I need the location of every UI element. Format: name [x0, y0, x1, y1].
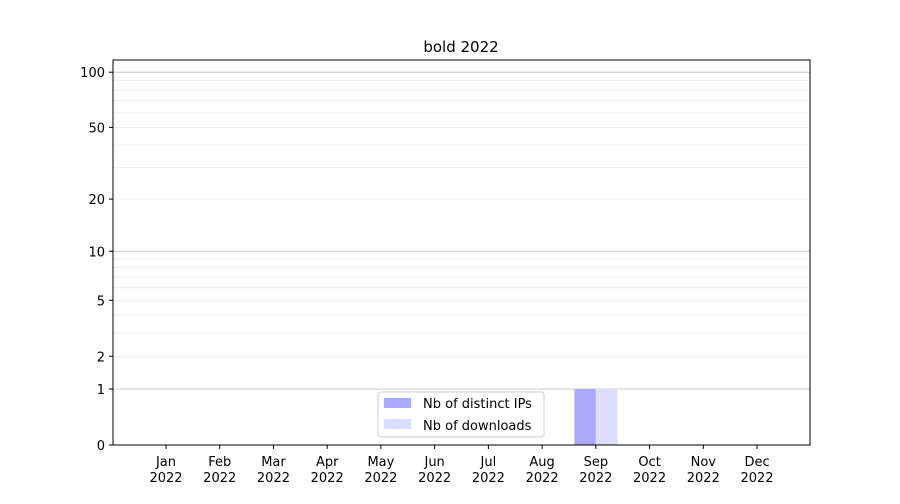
x-axis: Jan2022Feb2022Mar2022Apr2022May2022Jun20… — [149, 445, 774, 486]
y-tick-label: 0 — [97, 439, 105, 454]
grid — [113, 71, 810, 390]
legend-label-downloads: Nb of downloads — [423, 419, 532, 434]
x-tick-label: Apr — [316, 455, 339, 470]
x-tick-label: Sep — [584, 455, 609, 470]
x-tick-label: Nov — [691, 455, 717, 470]
x-tick-year: 2022 — [149, 471, 182, 486]
y-tick-label: 20 — [88, 193, 105, 208]
x-tick-label: Mar — [261, 455, 286, 470]
y-tick-label: 2 — [97, 350, 105, 365]
y-tick-label: 100 — [80, 66, 105, 81]
legend-swatch-ips — [384, 398, 411, 408]
x-tick-label: Jun — [423, 455, 444, 470]
y-tick-label: 1 — [97, 383, 105, 398]
plot-frame — [112, 59, 811, 446]
y-axis: 0 1 2 5 10 20 50 100 — [80, 66, 113, 454]
x-tick-year: 2022 — [633, 471, 666, 486]
bars — [574, 389, 618, 445]
x-tick-label: Aug — [529, 455, 554, 470]
legend: Nb of distinct IPs Nb of downloads — [377, 391, 545, 438]
x-tick-year: 2022 — [364, 471, 397, 486]
chart-title: bold 2022 — [423, 38, 498, 56]
bar-downloads — [595, 389, 618, 445]
x-tick-year: 2022 — [687, 471, 720, 486]
y-tick-label: 50 — [88, 121, 105, 136]
x-tick-year: 2022 — [257, 471, 290, 486]
x-tick-year: 2022 — [740, 471, 773, 486]
x-tick-year: 2022 — [472, 471, 505, 486]
x-tick-year: 2022 — [418, 471, 451, 486]
x-tick-year: 2022 — [203, 471, 236, 486]
x-tick-year: 2022 — [579, 471, 612, 486]
legend-label-ips: Nb of distinct IPs — [423, 397, 532, 412]
x-tick-label: Feb — [208, 455, 231, 470]
x-tick-label: Oct — [638, 455, 660, 470]
y-tick-label: 5 — [97, 294, 105, 309]
x-tick-label: Jul — [480, 455, 497, 470]
y-tick-label: 10 — [88, 245, 105, 260]
x-tick-label: May — [367, 455, 394, 470]
x-tick-year: 2022 — [526, 471, 559, 486]
bar-distinct-ips — [574, 389, 596, 445]
legend-swatch-downloads — [384, 419, 411, 429]
x-tick-year: 2022 — [311, 471, 344, 486]
x-tick-label: Dec — [744, 455, 769, 470]
x-tick-label: Jan — [155, 455, 176, 470]
